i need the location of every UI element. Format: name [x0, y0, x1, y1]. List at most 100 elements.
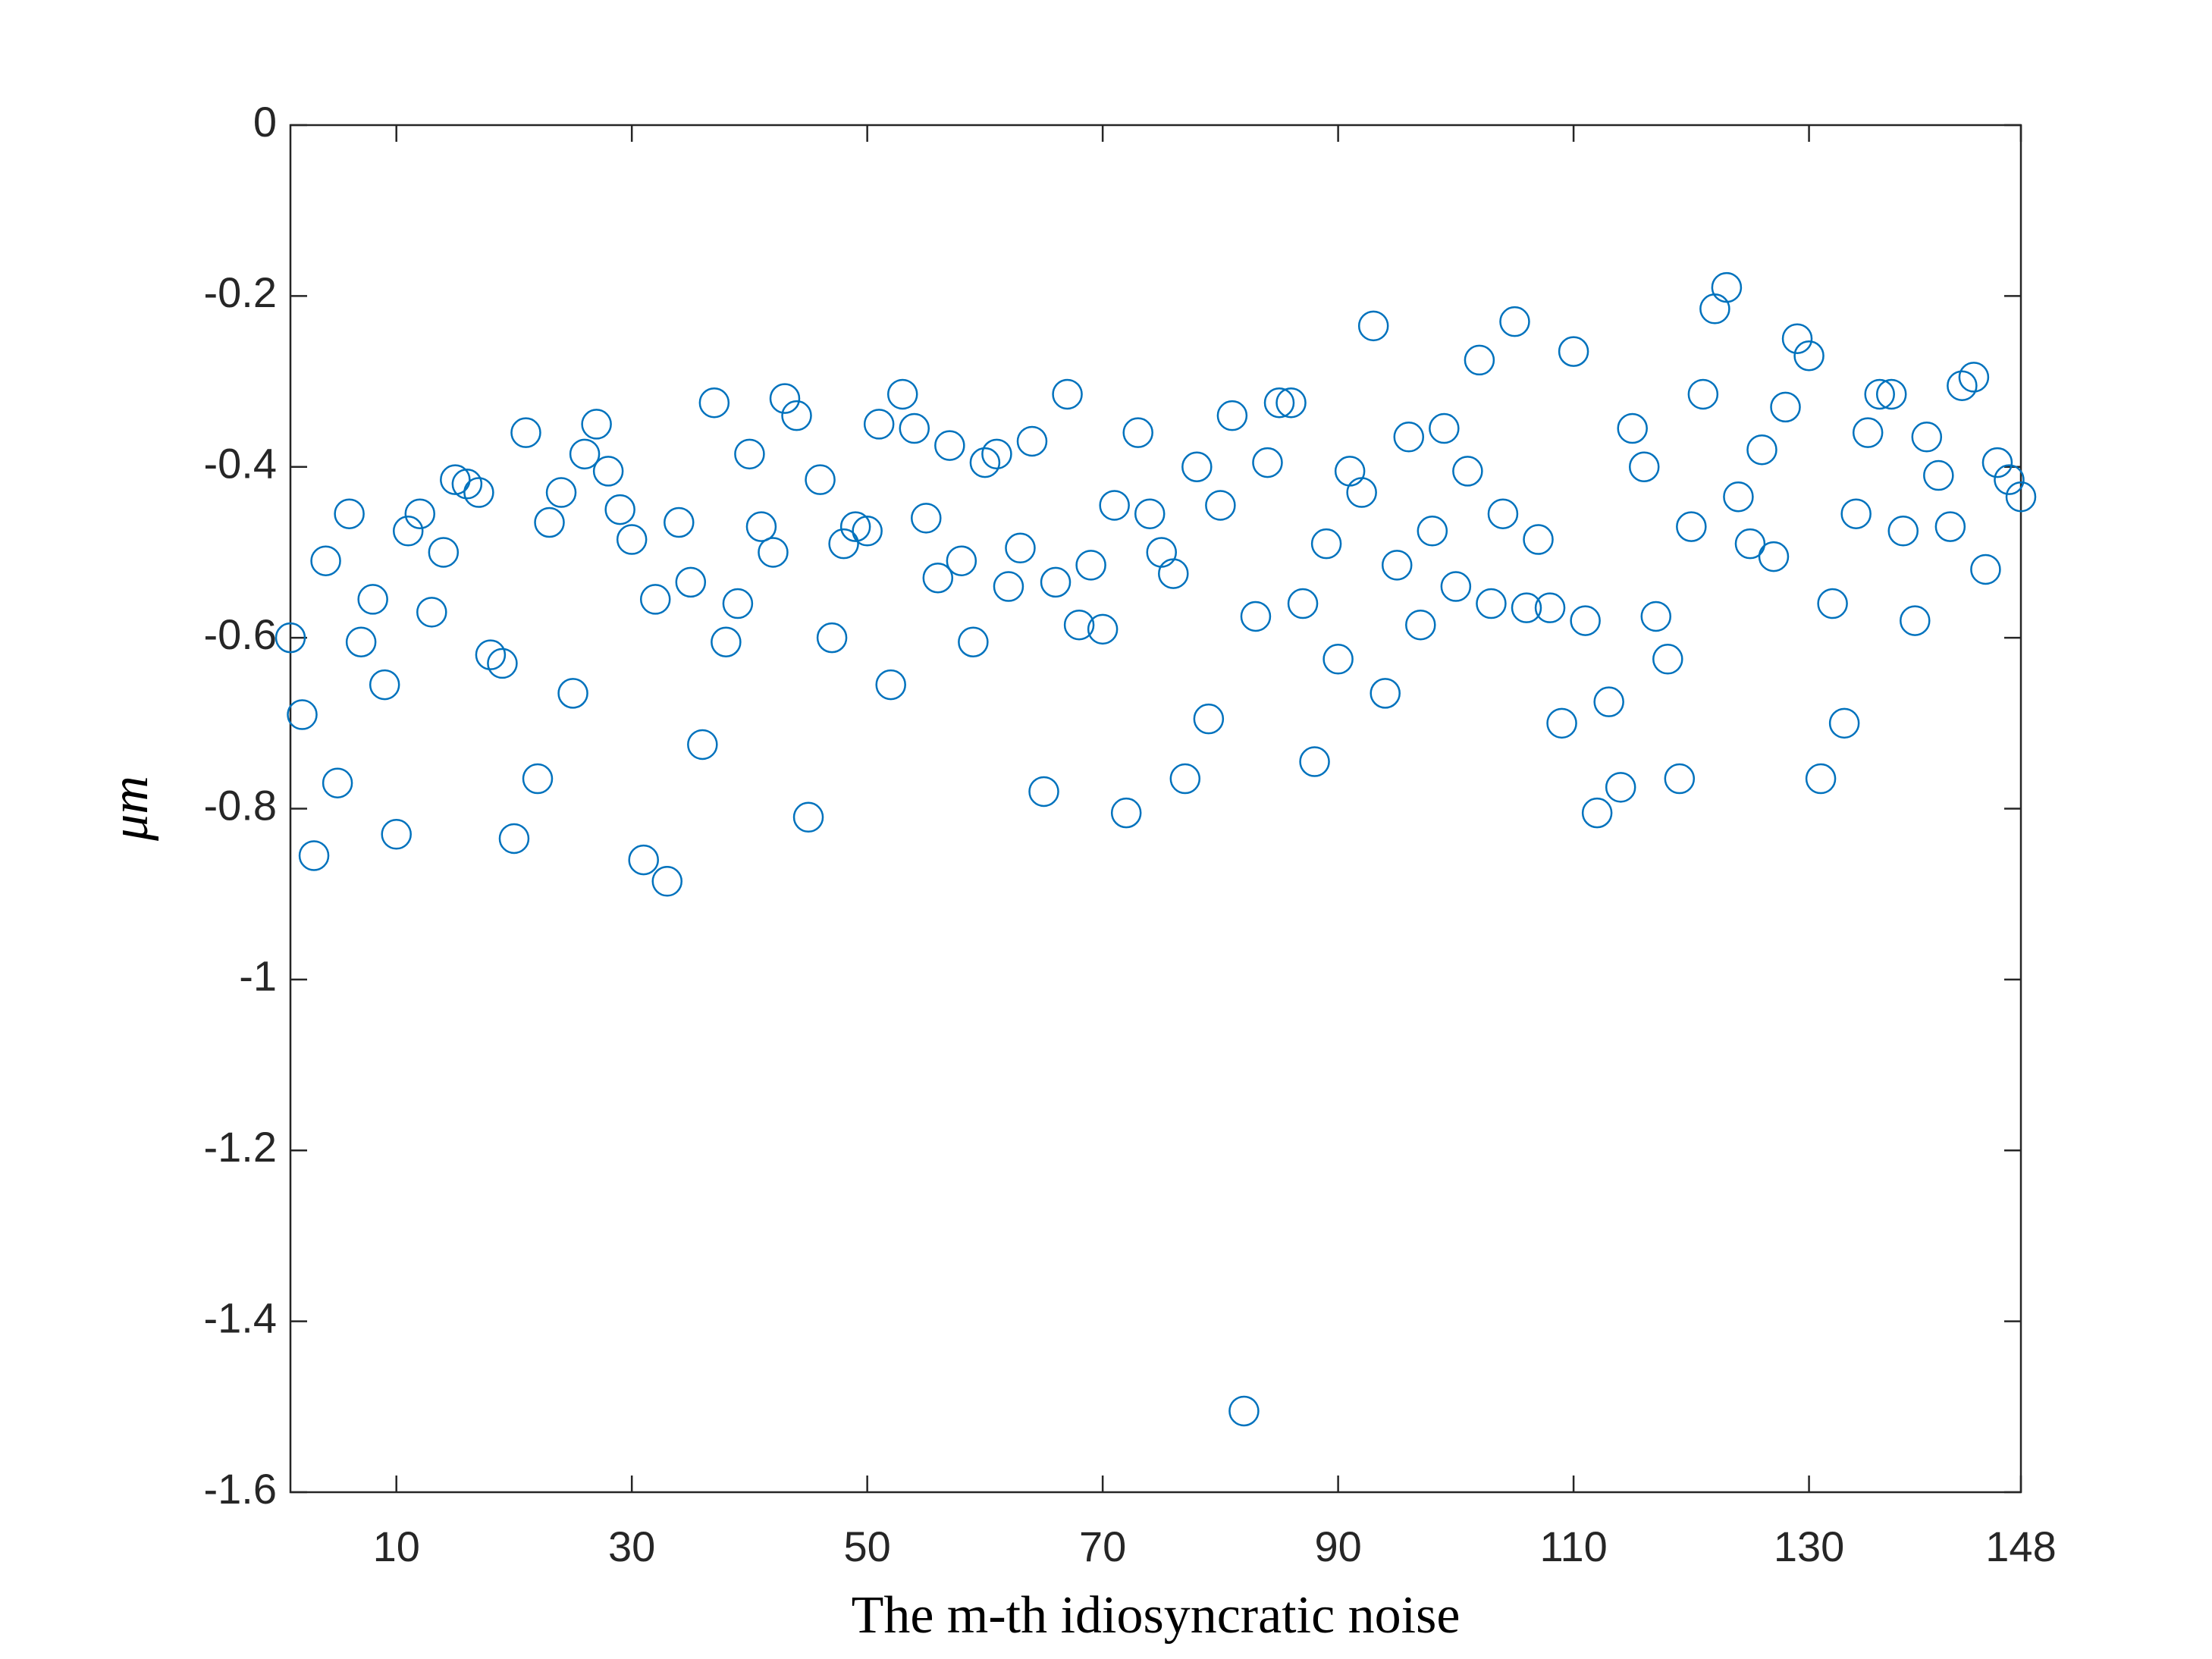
data-point	[1523, 524, 1554, 555]
data-point	[981, 438, 1012, 470]
data-point	[1934, 511, 1966, 542]
data-point	[805, 464, 836, 495]
data-point	[1734, 528, 1766, 560]
data-point	[1887, 516, 1919, 547]
data-point	[522, 763, 554, 795]
data-point	[711, 626, 742, 658]
data-point	[1758, 541, 1790, 572]
data-point	[1746, 434, 1777, 466]
data-point	[628, 844, 659, 876]
data-point	[769, 383, 801, 414]
data-point	[1216, 400, 1248, 431]
data-point	[1817, 588, 1848, 619]
y-axis-label: μm	[101, 776, 159, 842]
data-point	[451, 469, 483, 500]
data-point	[1393, 422, 1425, 453]
y-tick-label: -1	[239, 952, 277, 1000]
data-point	[1417, 516, 1448, 547]
data-point	[839, 511, 871, 542]
data-point	[1840, 498, 1872, 529]
data-point	[534, 506, 565, 538]
data-point	[1558, 336, 1589, 367]
data-point	[1299, 746, 1330, 777]
data-point	[1947, 370, 1978, 401]
data-point	[886, 378, 918, 410]
data-point	[745, 511, 777, 542]
data-point	[498, 823, 530, 855]
data-point	[1923, 459, 1954, 491]
data-point	[852, 516, 883, 547]
y-tick-label: -0.8	[204, 781, 278, 829]
data-point	[1958, 362, 1990, 393]
x-tick-label: 148	[1985, 1523, 2056, 1570]
data-point	[1134, 498, 1166, 529]
data-point	[734, 438, 765, 470]
data-point	[604, 494, 635, 525]
data-point	[487, 648, 518, 679]
data-point	[1770, 391, 1801, 423]
data-point	[1122, 417, 1153, 448]
y-tick-label: -0.2	[204, 268, 278, 316]
data-point	[369, 669, 400, 701]
data-point	[569, 438, 601, 470]
data-point	[1063, 609, 1095, 641]
data-point	[639, 584, 671, 615]
data-point	[1605, 772, 1636, 803]
data-point	[275, 622, 306, 654]
data-point	[1628, 451, 1660, 482]
data-point	[287, 699, 318, 730]
data-point	[428, 537, 460, 568]
data-point	[1805, 763, 1837, 795]
x-axis-label: The m-th idiosyncratic noise	[852, 1586, 1461, 1645]
data-point	[1370, 678, 1401, 709]
data-point	[2005, 481, 2037, 513]
data-point	[440, 464, 471, 495]
data-point	[899, 412, 930, 444]
data-point	[357, 584, 388, 615]
data-point	[475, 639, 507, 670]
x-tick-label: 70	[1079, 1523, 1126, 1570]
data-point	[1193, 703, 1225, 735]
data-point	[1652, 644, 1683, 675]
data-point	[1970, 554, 2001, 585]
data-point	[1287, 588, 1319, 619]
data-point	[675, 566, 707, 598]
data-point	[1534, 592, 1566, 623]
data-point	[1028, 776, 1059, 808]
y-tick-label: -1.6	[204, 1465, 278, 1513]
data-point	[1981, 447, 2013, 478]
data-point	[1110, 797, 1142, 829]
data-point	[1546, 707, 1577, 739]
data-point	[1793, 340, 1825, 372]
data-point	[1275, 387, 1307, 419]
data-point	[1440, 571, 1472, 602]
data-point	[404, 498, 436, 529]
y-tick-label: -0.4	[204, 440, 278, 488]
data-point	[581, 409, 612, 440]
data-point	[1911, 422, 1943, 453]
data-point	[592, 456, 624, 487]
data-point	[1476, 588, 1507, 619]
data-point	[298, 840, 330, 871]
x-tick-label: 130	[1774, 1523, 1844, 1570]
data-point	[1593, 686, 1624, 717]
data-point	[911, 503, 942, 534]
data-point	[687, 729, 718, 761]
data-point	[1310, 528, 1342, 560]
data-point	[1664, 763, 1696, 795]
data-point	[1570, 605, 1601, 636]
data-point	[557, 678, 588, 709]
data-point	[1828, 707, 1860, 739]
data-point	[1346, 477, 1377, 508]
data-point	[510, 417, 541, 448]
data-point	[1487, 498, 1519, 529]
x-tick-label: 110	[1539, 1523, 1607, 1570]
data-point	[1429, 412, 1460, 444]
plot-area	[290, 125, 2021, 1492]
data-point	[1676, 511, 1707, 542]
data-point	[310, 545, 341, 576]
data-point	[381, 819, 412, 850]
data-point	[1723, 481, 1754, 513]
data-point	[392, 516, 424, 547]
data-point	[1075, 550, 1106, 581]
